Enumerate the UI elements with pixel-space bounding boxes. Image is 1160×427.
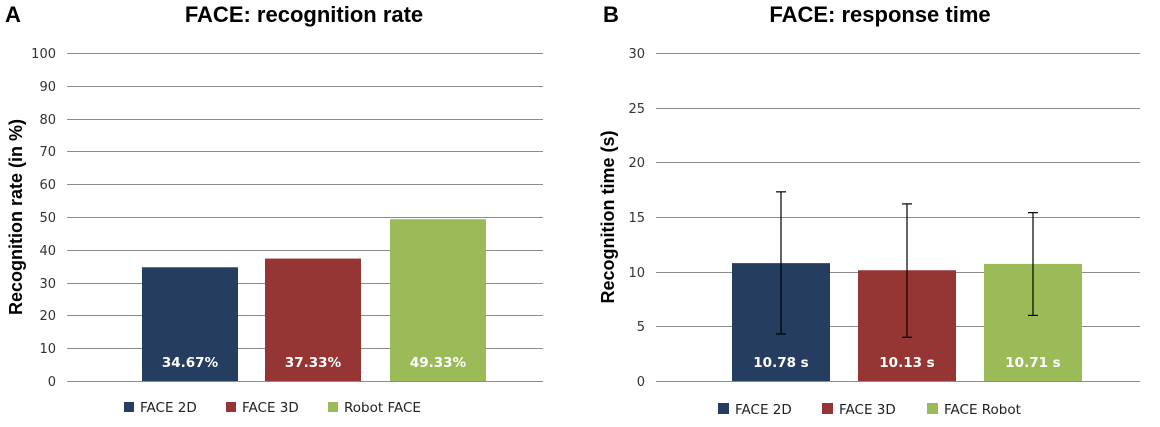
data-label: 34.67% — [162, 355, 219, 371]
legend-label: FACE 2D — [140, 400, 197, 416]
y-tick-label: 90 — [39, 80, 56, 95]
y-tick-label: 80 — [39, 113, 56, 128]
chart-b-ylabel: Recognition time (s) — [598, 130, 618, 303]
data-label: 10.13 s — [879, 355, 934, 371]
y-tick-label: 15 — [628, 211, 645, 226]
y-tick-label: 20 — [628, 156, 645, 171]
y-tick-label: 25 — [628, 102, 645, 117]
legend-swatch — [822, 403, 833, 414]
y-tick-label: 40 — [39, 244, 56, 259]
legend-swatch — [328, 402, 338, 412]
legend-label: FACE Robot — [944, 402, 1021, 418]
legend-label: Robot FACE — [344, 400, 421, 416]
error-bar — [902, 203, 912, 338]
legend-label: FACE 3D — [242, 400, 299, 416]
y-tick-label: 10 — [628, 266, 645, 281]
legend-label: FACE 2D — [735, 402, 792, 418]
legend-swatch — [226, 402, 236, 412]
legend-swatch — [718, 403, 729, 414]
chart-a-plot: 0 10 20 30 40 50 60 70 80 90 100 34.67% 37.33% 49.33%… — [31, 47, 543, 416]
y-tick-label: 10 — [39, 342, 56, 357]
panel-letter-b: B — [603, 2, 619, 27]
data-label: 10.78 s — [753, 355, 808, 371]
y-tick-label: 5 — [637, 320, 645, 335]
data-label: 37.33% — [285, 355, 342, 371]
legend-swatch — [124, 402, 134, 412]
y-tick-label: 60 — [39, 178, 56, 193]
data-label: 10.71 s — [1005, 355, 1060, 371]
y-tick-label: 70 — [39, 145, 56, 160]
panel-letter-a: A — [5, 2, 21, 27]
y-tick-label: 30 — [628, 47, 645, 62]
error-bar — [1028, 212, 1038, 316]
chart-a-ylabel: Recognition rate (in %) — [6, 119, 26, 315]
y-tick-label: 50 — [39, 211, 56, 226]
chart-b-title: FACE: response time — [769, 2, 990, 27]
bar-face-2d — [142, 267, 238, 381]
legend-label: FACE 3D — [839, 402, 896, 418]
y-tick-label: 30 — [39, 277, 56, 292]
y-tick-label: 0 — [637, 375, 645, 390]
data-label: 49.33% — [410, 355, 467, 371]
error-bar — [776, 191, 786, 335]
bar-robot-face — [390, 219, 486, 381]
y-tick-label: 20 — [39, 309, 56, 324]
bar-face-3d — [265, 258, 361, 381]
chart-b-plot: 0 5 10 15 20 25 30 10.78 s 10.13 s 10.71 s FACE 2D… — [628, 47, 1140, 418]
legend-swatch — [927, 403, 938, 414]
y-tick-label: 100 — [31, 47, 56, 62]
y-tick-label: 0 — [48, 375, 56, 390]
chart-a-title: FACE: recognition rate — [185, 2, 423, 27]
